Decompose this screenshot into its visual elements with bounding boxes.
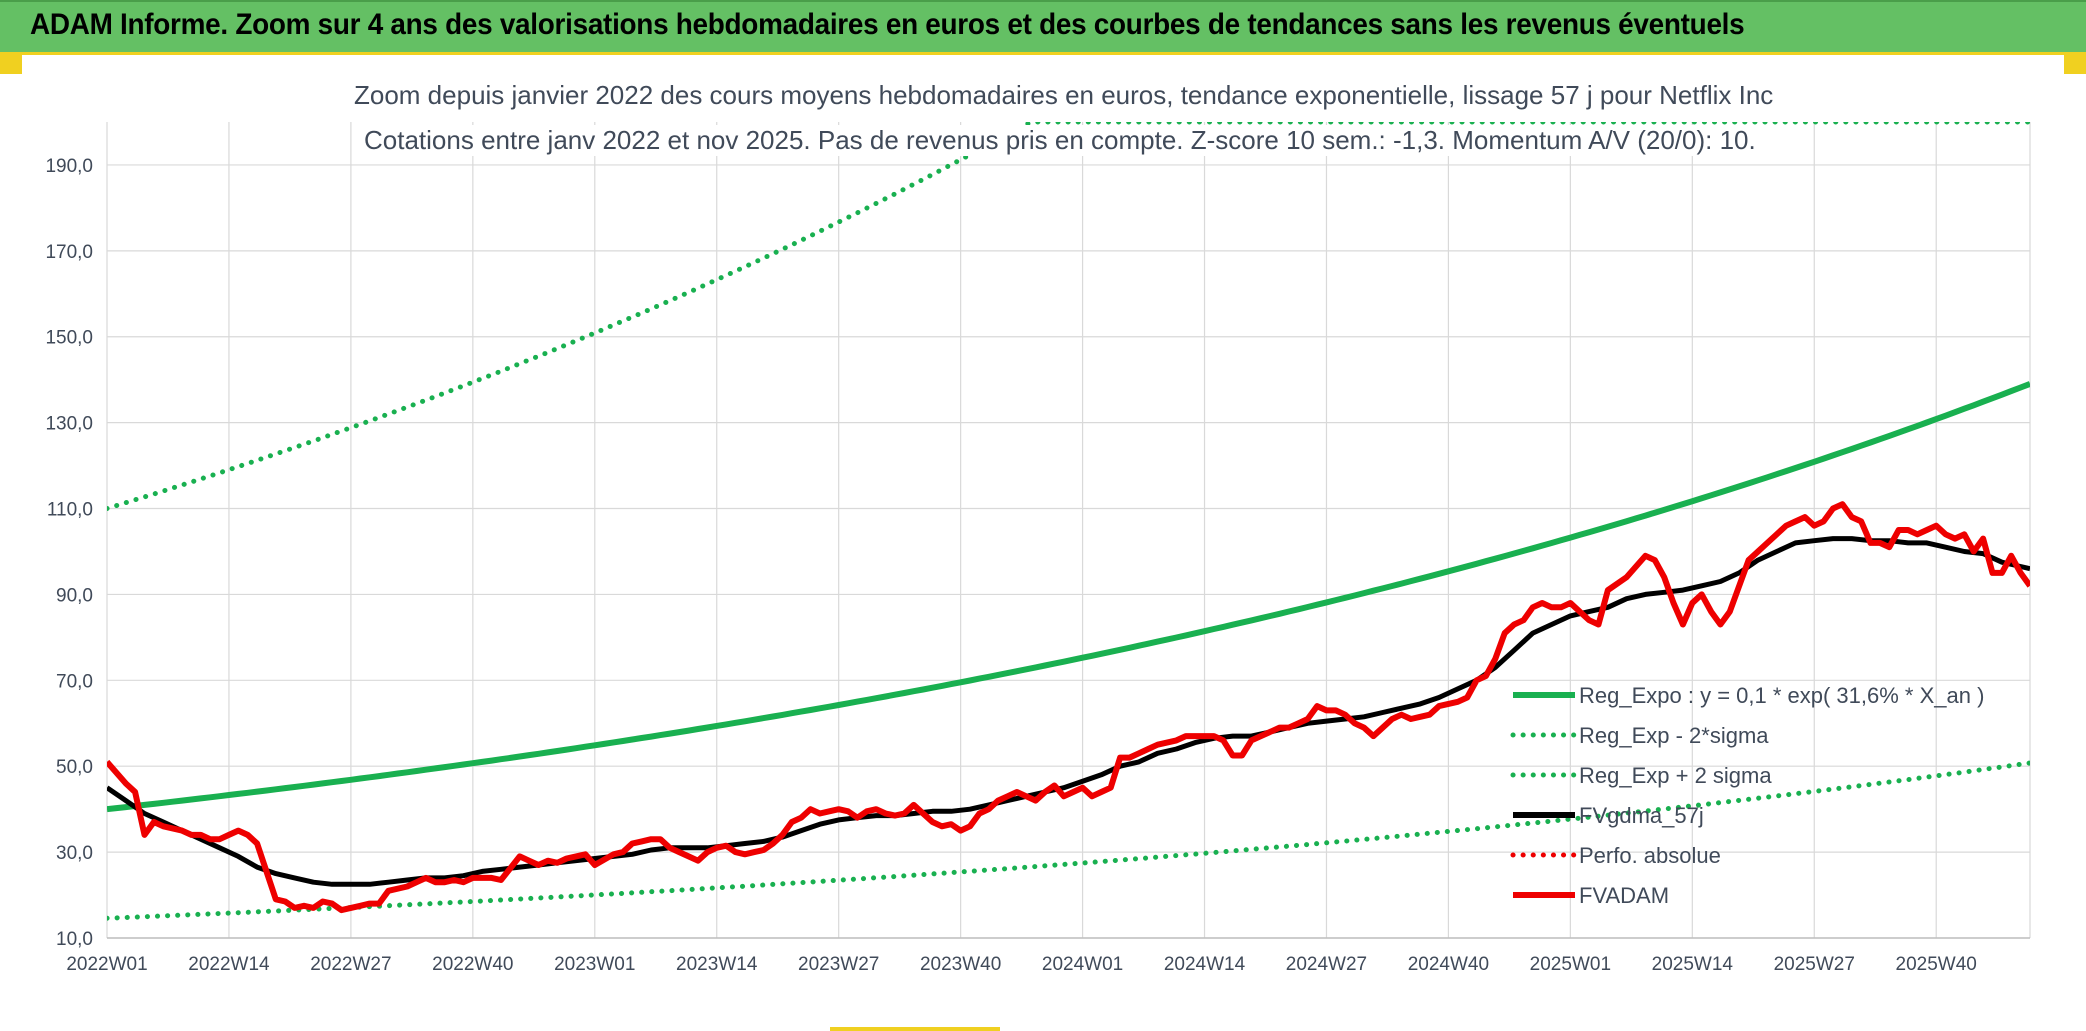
- legend-label: Reg_Expo : y = 0,1 * exp( 31,6% * X_an ): [1579, 683, 1984, 708]
- corner-accent-right: [2064, 52, 2086, 74]
- legend-label: FVADAM: [1579, 883, 1669, 908]
- x-tick-label: 2022W40: [432, 954, 513, 975]
- x-tick-label: 2023W40: [920, 954, 1001, 975]
- upper-band-line: [107, 122, 2030, 511]
- corner-accent-left: [0, 52, 22, 74]
- x-tick-label: 2024W01: [1042, 954, 1123, 975]
- chart-title: Zoom depuis janvier 2022 des cours moyen…: [346, 80, 1782, 111]
- chart-grid: [106, 122, 2031, 939]
- y-tick-label: 90,0: [56, 585, 93, 606]
- trend-line: [107, 381, 2030, 813]
- chart-legend: Reg_Expo : y = 0,1 * exp( 31,6% * X_an )…: [1510, 683, 1984, 908]
- x-tick-label: 2022W14: [188, 954, 270, 975]
- y-tick-label: 30,0: [56, 843, 93, 864]
- x-tick-label: 2025W40: [1896, 954, 1977, 975]
- x-tick-label: 2023W27: [798, 954, 879, 975]
- y-tick-label: 130,0: [45, 414, 93, 435]
- price-line: [107, 501, 2030, 914]
- chart-subtitle: Cotations entre janv 2022 et nov 2025. P…: [356, 125, 1764, 156]
- y-tick-label: 50,0: [56, 757, 93, 778]
- y-tick-label: 70,0: [56, 671, 93, 692]
- x-tick-label: 2024W14: [1164, 954, 1246, 975]
- x-tick-label: 2025W14: [1652, 954, 1734, 975]
- x-tick-label: 2025W27: [1774, 954, 1855, 975]
- y-tick-label: 150,0: [45, 328, 93, 349]
- smoothed-line: [107, 536, 2030, 887]
- chart-plot: 10,0 30,0 50,0 70,0 90,0 110,0 130,0 150,0 170,0…: [45, 122, 2031, 975]
- y-tick-label: 10,0: [56, 929, 93, 950]
- x-tick-label: 2023W01: [554, 954, 635, 975]
- x-tick-label: 2022W01: [66, 954, 147, 975]
- y-tick-label: 170,0: [45, 242, 93, 263]
- chart-axes: 10,0 30,0 50,0 70,0 90,0 110,0 130,0 150,0 170,0…: [45, 156, 2030, 975]
- legend-label: FVgdma_57j: [1579, 803, 1704, 828]
- y-tick-label: 190,0: [45, 156, 93, 177]
- x-tick-label: 2025W01: [1530, 954, 1611, 975]
- x-tick-label: 2024W40: [1408, 954, 1489, 975]
- bottom-accent-bar: [830, 1027, 1000, 1031]
- x-tick-label: 2023W14: [676, 954, 758, 975]
- x-tick-label: 2024W27: [1286, 954, 1367, 975]
- report-title: ADAM Informe. Zoom sur 4 ans des valoris…: [30, 8, 1745, 41]
- lower-band-line: [107, 760, 2030, 921]
- legend-label: Reg_Exp - 2*sigma: [1579, 723, 1769, 748]
- legend-label: Perfo. absolue: [1579, 843, 1721, 868]
- legend-label: Reg_Exp + 2 sigma: [1579, 763, 1772, 788]
- x-tick-label: 2022W27: [310, 954, 391, 975]
- chart-series: [107, 122, 2030, 921]
- title-banner: ADAM Informe. Zoom sur 4 ans des valoris…: [0, 0, 2086, 55]
- y-tick-label: 110,0: [47, 500, 93, 521]
